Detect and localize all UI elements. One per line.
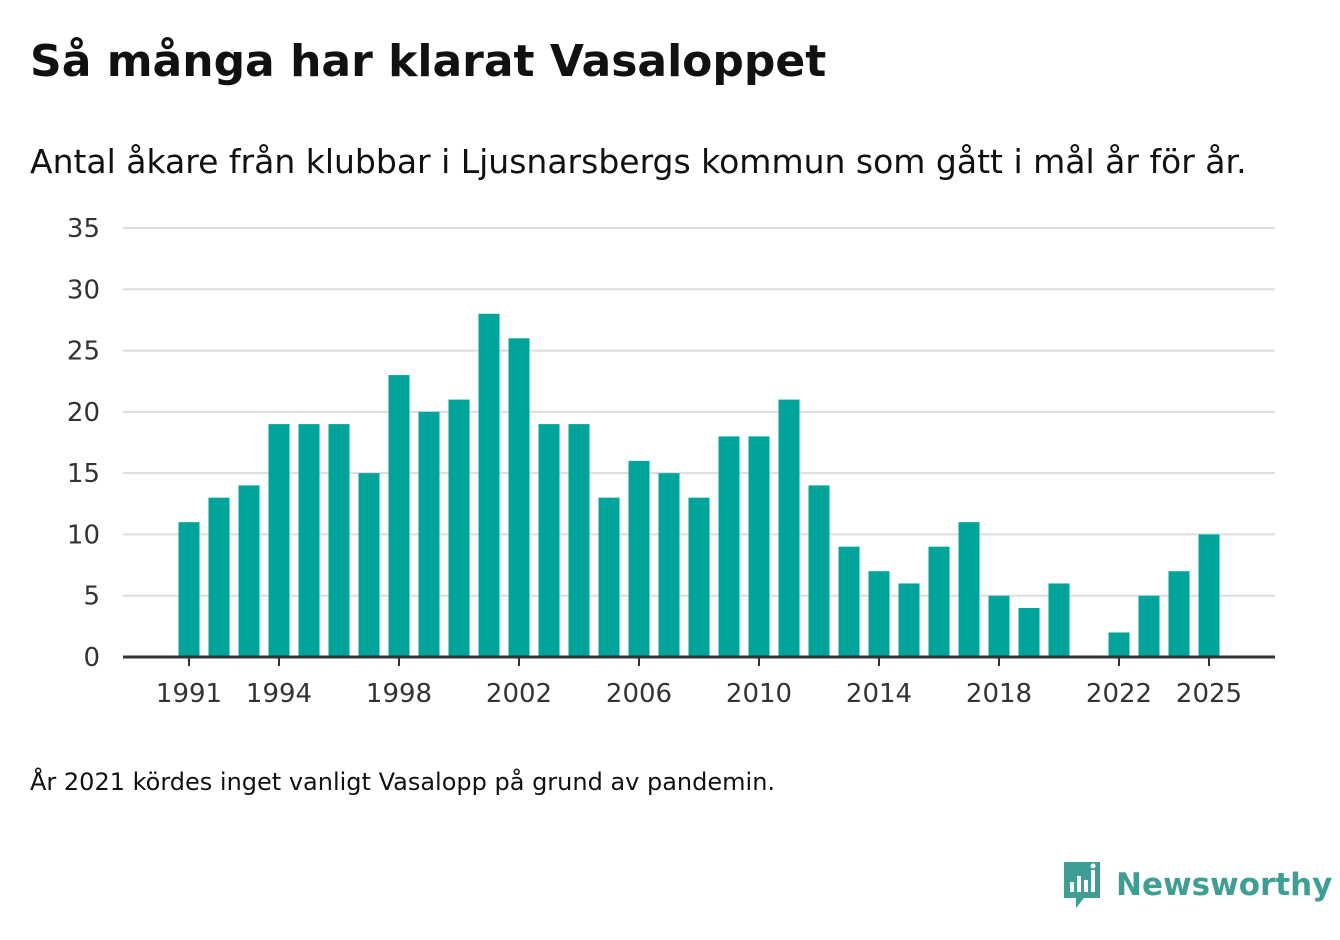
bar-2007 xyxy=(658,473,680,657)
bar-2022 xyxy=(1108,632,1130,657)
x-tick-label: 1994 xyxy=(246,679,312,709)
bar-2011 xyxy=(778,399,800,657)
bar-2014 xyxy=(868,571,890,657)
x-tick-label: 2018 xyxy=(966,679,1032,709)
bar-2016 xyxy=(928,546,950,657)
bar-2012 xyxy=(808,485,830,657)
bar-2000 xyxy=(448,399,470,657)
bar-2008 xyxy=(688,497,710,657)
x-axis-labels: 1991 1994 1998 2002 2006 2010 2014 2018 2022 2025 xyxy=(156,679,1242,709)
bar-1995 xyxy=(298,424,320,657)
bar-2010 xyxy=(748,436,770,657)
bar-1994 xyxy=(268,424,290,657)
bar-2005 xyxy=(598,497,620,657)
x-tick-label: 1991 xyxy=(156,679,222,709)
y-tick-label: 35 xyxy=(67,214,100,244)
footnote: År 2021 kördes inget vanligt Vasalopp på… xyxy=(30,768,776,796)
y-tick-label: 5 xyxy=(83,582,100,612)
bar-2013 xyxy=(838,546,860,657)
bar-1996 xyxy=(328,424,350,657)
bar-2024 xyxy=(1168,571,1190,657)
bar-2019 xyxy=(1018,607,1040,657)
bar-1993 xyxy=(238,485,260,657)
bar-1992 xyxy=(208,497,230,657)
bar-2015 xyxy=(898,583,920,657)
bar-2020 xyxy=(1048,583,1070,657)
bar-2004 xyxy=(568,424,590,657)
y-tick-label: 15 xyxy=(67,459,100,489)
x-tick-label: 2025 xyxy=(1176,679,1242,709)
bar-2025 xyxy=(1198,534,1220,657)
bar-2009 xyxy=(718,436,740,657)
y-tick-label: 25 xyxy=(67,337,100,367)
x-tick-label: 2022 xyxy=(1086,679,1152,709)
newsworthy-logo-icon xyxy=(1064,862,1100,908)
chart-subtitle: Antal åkare från klubbar i Ljusnarsbergs… xyxy=(30,142,1247,181)
chart-title: Så många har klarat Vasaloppet xyxy=(30,36,827,87)
bar-2006 xyxy=(628,460,650,657)
y-tick-label: 10 xyxy=(67,520,100,550)
bar-2018 xyxy=(988,595,1010,657)
y-tick-label: 0 xyxy=(83,643,100,673)
bar-1997 xyxy=(358,473,380,657)
bar-1991 xyxy=(178,522,200,657)
y-axis-labels: 0 5 10 15 20 25 30 35 xyxy=(67,214,100,673)
x-tick-label: 2014 xyxy=(846,679,912,709)
brand-name: Newsworthy xyxy=(1116,867,1333,903)
bar-2023 xyxy=(1138,595,1160,657)
y-tick-label: 30 xyxy=(67,275,100,305)
bar-2003 xyxy=(538,424,560,657)
x-tick-label: 2002 xyxy=(486,679,552,709)
brand: Newsworthy xyxy=(1062,860,1332,910)
x-tick-label: 2006 xyxy=(606,679,672,709)
x-tick-label: 1998 xyxy=(366,679,432,709)
bars xyxy=(178,313,1220,657)
y-tick-label: 20 xyxy=(67,398,100,428)
x-axis xyxy=(123,655,1275,666)
bar-2002 xyxy=(508,338,530,657)
x-tick-label: 2010 xyxy=(726,679,792,709)
bar-1999 xyxy=(418,411,440,657)
bar-1998 xyxy=(388,375,410,657)
bar-2017 xyxy=(958,522,980,657)
bar-2001 xyxy=(478,313,500,657)
